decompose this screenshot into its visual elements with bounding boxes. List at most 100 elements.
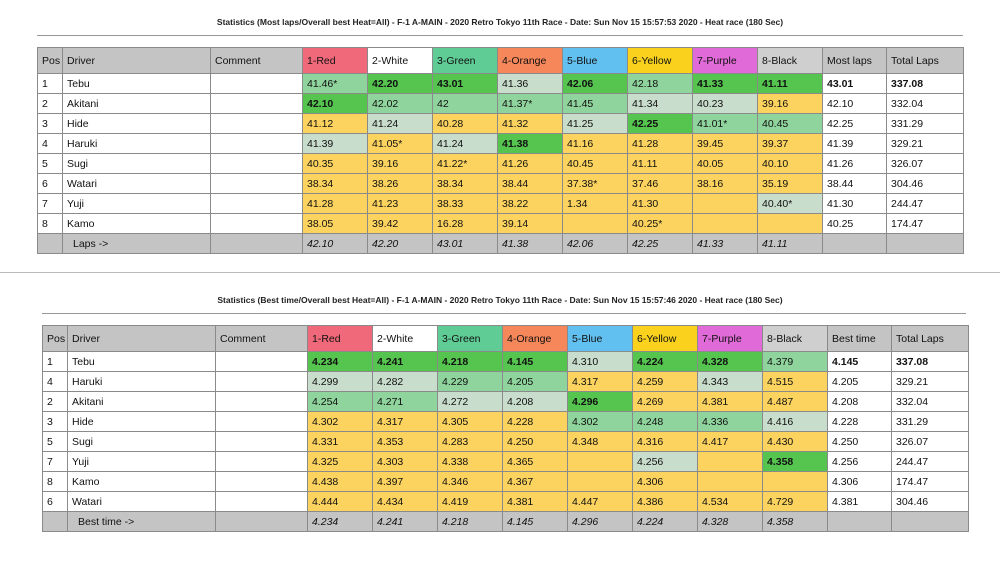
- footer-best-value: 4.328: [697, 511, 763, 532]
- pos-cell: 3: [37, 113, 63, 134]
- column-header: 5-Blue: [567, 325, 633, 352]
- lap-value-cell: 40.40*: [757, 193, 823, 214]
- driver-cell: Hide: [67, 411, 216, 432]
- column-header: 2-White: [372, 325, 438, 352]
- lap-value-cell: 38.22: [497, 193, 563, 214]
- lap-value-cell: 4.447: [567, 491, 633, 512]
- lap-value-cell: 4.303: [372, 451, 438, 472]
- driver-cell: Haruki: [62, 133, 211, 154]
- footer-cell: [215, 511, 308, 532]
- footer-best-value: 42.10: [302, 233, 368, 254]
- comment-cell: [210, 193, 303, 214]
- footer-cell: [822, 233, 887, 254]
- column-header: 2-White: [367, 47, 433, 74]
- lap-value-cell: 4.367: [502, 471, 568, 492]
- best-time-table: Pos Driver Comment 1-Red 2-White 3-Green 4-Ora…: [42, 325, 969, 532]
- driver-cell: Akitani: [67, 391, 216, 412]
- lap-value-cell: 41.05*: [367, 133, 433, 154]
- footer-best-value: 42.25: [627, 233, 693, 254]
- lap-value-cell: 4.328: [697, 351, 763, 372]
- comment-cell: [215, 451, 308, 472]
- lap-value-cell: 41.16: [562, 133, 628, 154]
- most-laps-table: Pos Driver Comment 1-Red 2-White 3-Green 4-Ora…: [37, 47, 964, 254]
- table-row: 1 Tebu 4.234 4.241 4.218 4.145 4.310 4.224 4.328…: [42, 351, 969, 372]
- total-laps-cell: 244.47: [886, 193, 964, 214]
- lap-value-cell: 41.34: [627, 93, 693, 114]
- header-row: Pos Driver Comment 1-Red 2-White 3-Green 4-Ora…: [37, 47, 964, 74]
- column-header: Comment: [215, 325, 308, 352]
- lap-value-cell: 4.379: [762, 351, 828, 372]
- lap-value-cell: 41.30: [627, 193, 693, 214]
- lap-value-cell: 4.269: [632, 391, 698, 412]
- best-cell: 4.306: [827, 471, 892, 492]
- lap-value-cell: 41.36: [497, 73, 563, 94]
- lap-value-cell: 41.38: [497, 133, 563, 154]
- lap-value-cell: 4.343: [697, 371, 763, 392]
- lap-value-cell: 41.11: [627, 153, 693, 174]
- lap-value-cell: 41.39: [302, 133, 368, 154]
- lap-value-cell: 41.28: [302, 193, 368, 214]
- lap-value-cell: 4.299: [307, 371, 373, 392]
- comment-cell: [215, 411, 308, 432]
- lap-value-cell: 39.37: [757, 133, 823, 154]
- lap-value-cell: 43.01: [432, 73, 498, 94]
- lap-value-cell: 4.145: [502, 351, 568, 372]
- lap-value-cell: 35.19: [757, 173, 823, 194]
- lap-value-cell: 4.256: [632, 451, 698, 472]
- table-row: 3 Hide 4.302 4.317 4.305 4.228 4.302 4.248 4.336…: [42, 411, 969, 432]
- bottom-title: Statistics (Best time/Overall best Heat=…: [217, 295, 783, 305]
- lap-value-cell: 4.325: [307, 451, 373, 472]
- lap-value-cell: 38.05: [302, 213, 368, 234]
- column-header: 4-Orange: [497, 47, 563, 74]
- table-row: 6 Watari 4.444 4.434 4.419 4.381 4.447 4.386 4.5…: [42, 491, 969, 512]
- pos-cell: 1: [42, 351, 68, 372]
- lap-value-cell: [692, 213, 758, 234]
- lap-value-cell: 42.25: [627, 113, 693, 134]
- comment-cell: [210, 113, 303, 134]
- lap-value-cell: [692, 193, 758, 214]
- pos-cell: 5: [42, 431, 68, 452]
- driver-cell: Watari: [67, 491, 216, 512]
- lap-value-cell: 40.05: [692, 153, 758, 174]
- table-row: 4 Haruki 41.39 41.05* 41.24 41.38 41.16 41.28 39…: [37, 133, 964, 154]
- footer-best-value: 4.145: [502, 511, 568, 532]
- lap-value-cell: 4.417: [697, 431, 763, 452]
- column-header: Most laps: [822, 47, 887, 74]
- best-cell: 41.26: [822, 153, 887, 174]
- table-row: 2 Akitani 42.10 42.02 42 41.37* 41.45 41.34 40.2…: [37, 93, 964, 114]
- lap-value-cell: 4.416: [762, 411, 828, 432]
- footer-label: Laps ->: [62, 233, 211, 254]
- pos-cell: 2: [37, 93, 63, 114]
- lap-value-cell: 4.224: [632, 351, 698, 372]
- pos-cell: 4: [37, 133, 63, 154]
- lap-value-cell: [567, 471, 633, 492]
- pos-cell: 4: [42, 371, 68, 392]
- footer-cell: [42, 511, 68, 532]
- lap-value-cell: 42: [432, 93, 498, 114]
- lap-value-cell: 4.317: [567, 371, 633, 392]
- total-laps-cell: 244.47: [891, 451, 969, 472]
- column-header: 7-Purple: [697, 325, 763, 352]
- footer-row: Best time -> 4.234 4.241 4.218 4.145 4.296 4.2…: [42, 511, 969, 532]
- total-laps-cell: 174.47: [891, 471, 969, 492]
- column-header: Best time: [827, 325, 892, 352]
- lap-value-cell: 40.45: [757, 113, 823, 134]
- footer-cell: [210, 233, 303, 254]
- comment-cell: [215, 351, 308, 372]
- driver-cell: Sugi: [67, 431, 216, 452]
- pos-cell: 2: [42, 391, 68, 412]
- lap-value-cell: 4.272: [437, 391, 503, 412]
- comment-cell: [210, 133, 303, 154]
- lap-value-cell: 4.208: [502, 391, 568, 412]
- lap-value-cell: 41.25: [562, 113, 628, 134]
- driver-cell: Tebu: [62, 73, 211, 94]
- lap-value-cell: 38.33: [432, 193, 498, 214]
- table-row: 2 Akitani 4.254 4.271 4.272 4.208 4.296 4.269 4.…: [42, 391, 969, 412]
- lap-value-cell: 38.34: [302, 173, 368, 194]
- total-laps-cell: 337.08: [886, 73, 964, 94]
- table-row: 1 Tebu 41.46* 42.20 43.01 41.36 42.06 42.18 41.3…: [37, 73, 964, 94]
- best-cell: 4.205: [827, 371, 892, 392]
- best-cell: 38.44: [822, 173, 887, 194]
- lap-value-cell: 39.16: [367, 153, 433, 174]
- lap-value-cell: 37.46: [627, 173, 693, 194]
